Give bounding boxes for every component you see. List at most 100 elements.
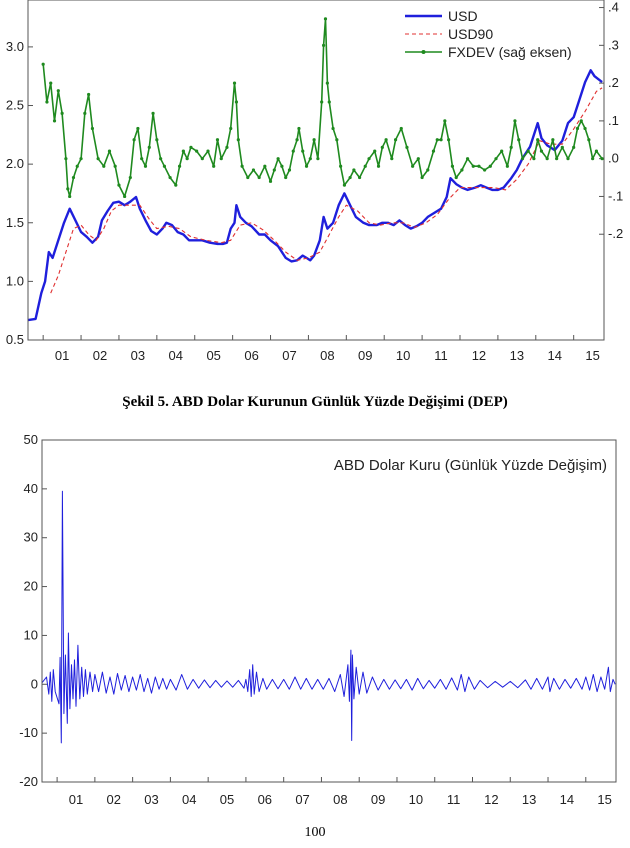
fxdev-point (416, 157, 420, 161)
page-number: 100 (304, 825, 326, 840)
fxdev-point (494, 157, 498, 161)
bottom-chart-y-ticks: -20 -10 0 10 20 30 40 50 (19, 432, 47, 789)
fxdev-point (575, 126, 580, 131)
legend-label-1: USD90 (448, 26, 493, 42)
fxdev-point (321, 43, 326, 47)
fxdev-point (594, 149, 599, 153)
fxdev-point (155, 138, 159, 142)
fxdev-point (225, 145, 229, 149)
top-chart-legend: USD USD90 FXDEV (sağ eksen) (405, 8, 572, 60)
fxdev-point (380, 145, 384, 149)
fxdev-point (420, 175, 424, 180)
series-line-1 (50, 87, 603, 294)
y-tick-label: 10 (24, 627, 38, 642)
fxdev-point (483, 168, 487, 172)
fxdev-point (532, 157, 536, 161)
fxdev-point (301, 149, 305, 153)
fxdev-point (276, 157, 280, 161)
fxdev-point (107, 149, 112, 153)
figure-caption: Şekil 5. ABD Dolar Kurunun Günlük Yüzde … (122, 394, 508, 410)
x-tick-label: 13 (522, 792, 536, 807)
fxdev-point (87, 92, 91, 97)
fxdev-point (140, 157, 144, 161)
fxdev-point (96, 157, 100, 161)
top-chart: 0.5 1.0 1.5 2.0 2.5 3.0 -.2 -.1 .0 .1 .2 .3 .4 01 02… (6, 0, 623, 363)
fxdev-point (517, 138, 521, 142)
fxdev-point (136, 126, 140, 131)
x-tick-label: 02 (107, 792, 121, 807)
y-tick-label: -10 (19, 725, 38, 740)
fxdev-point (312, 138, 316, 142)
fxdev-point (257, 175, 261, 180)
fxdev-point (447, 138, 451, 142)
fxdev-point (291, 149, 295, 153)
left-y-tick-label: 0.5 (6, 332, 24, 347)
fxdev-point (509, 145, 513, 149)
top-chart-right-ticks: -.2 -.1 .0 .1 .2 .3 .4 (599, 0, 623, 241)
left-y-tick-label: 3.0 (6, 39, 24, 54)
fxdev-point (181, 149, 185, 153)
fxdev-point (426, 168, 430, 172)
fxdev-point (132, 138, 136, 142)
fxdev-point (373, 149, 377, 153)
fxdev-point (560, 145, 564, 149)
fxdev-point (551, 138, 555, 142)
fxdev-point (83, 111, 87, 115)
fxdev-point (393, 138, 398, 142)
fxdev-point (66, 187, 70, 191)
fxdev-point (151, 111, 155, 115)
x-tick-label: 10 (396, 348, 410, 363)
fxdev-point (316, 157, 320, 161)
fxdev-point (500, 149, 504, 153)
series-line-0 (27, 69, 603, 322)
fxdev-point (339, 164, 343, 168)
fxdev-point (280, 164, 284, 168)
fxdev-point (56, 89, 60, 93)
fxdev-point (450, 164, 455, 168)
x-tick-label: 15 (597, 792, 611, 807)
legend-label-2: FXDEV (sağ eksen) (448, 44, 572, 60)
right-y-tick-label: .1 (608, 113, 619, 128)
fxdev-point (75, 164, 79, 168)
left-y-tick-label: 2.0 (6, 156, 24, 171)
fxdev-point (471, 164, 475, 168)
x-tick-label: 08 (320, 348, 334, 363)
x-tick-label: 02 (93, 348, 107, 363)
fxdev-point (251, 168, 256, 172)
fxdev-point (297, 126, 301, 131)
fxdev-point (460, 168, 464, 172)
fxdev-point (443, 119, 447, 123)
fxdev-point (327, 100, 331, 104)
fxdev-point (342, 183, 347, 187)
fxdev-point (49, 81, 53, 85)
fxdev-point (246, 175, 250, 180)
dep-series-line (41, 490, 616, 744)
fxdev-point (215, 138, 220, 142)
x-tick-label: 15 (585, 348, 599, 363)
fxdev-point (520, 157, 525, 161)
right-y-tick-label: -.1 (608, 188, 623, 203)
fxdev-point (545, 157, 549, 161)
fxdev-point (513, 119, 517, 123)
top-chart-left-ticks: 0.5 1.0 1.5 2.0 2.5 3.0 (6, 39, 33, 347)
fxdev-point (206, 149, 210, 153)
left-y-tick-label: 2.5 (6, 98, 24, 113)
x-tick-label: 01 (69, 792, 83, 807)
fxdev-point (454, 175, 458, 180)
fxdev-point (123, 194, 127, 199)
fxdev-point (591, 157, 595, 161)
x-tick-label: 13 (510, 348, 524, 363)
fxdev-point (236, 138, 240, 142)
x-tick-label: 01 (55, 348, 69, 363)
fxdev-point (390, 157, 394, 161)
fxdev-point (587, 138, 591, 142)
x-tick-label: 09 (371, 792, 385, 807)
left-y-tick-label: 1.5 (6, 215, 24, 230)
left-y-tick-label: 1.0 (6, 273, 24, 288)
right-y-tick-label: -.2 (608, 226, 623, 241)
fxdev-point (352, 168, 356, 172)
fxdev-point (439, 138, 443, 142)
x-tick-label: 11 (447, 792, 461, 807)
fxdev-point (189, 145, 193, 149)
fxdev-point (174, 183, 178, 187)
